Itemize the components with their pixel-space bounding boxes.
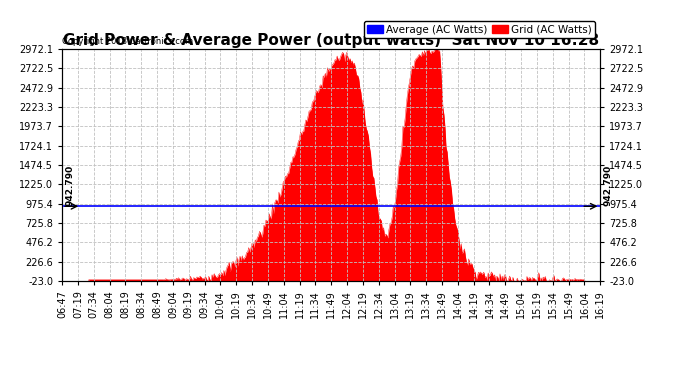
Legend: Average (AC Watts), Grid (AC Watts): Average (AC Watts), Grid (AC Watts)	[364, 21, 595, 38]
Text: 942.790: 942.790	[66, 165, 75, 206]
Text: Copyright 2018 Cartronics.com: Copyright 2018 Cartronics.com	[62, 38, 193, 46]
Title: Grid Power & Average Power (output watts)  Sat Nov 10 16:28: Grid Power & Average Power (output watts…	[63, 33, 599, 48]
Text: 942.790: 942.790	[604, 165, 613, 206]
